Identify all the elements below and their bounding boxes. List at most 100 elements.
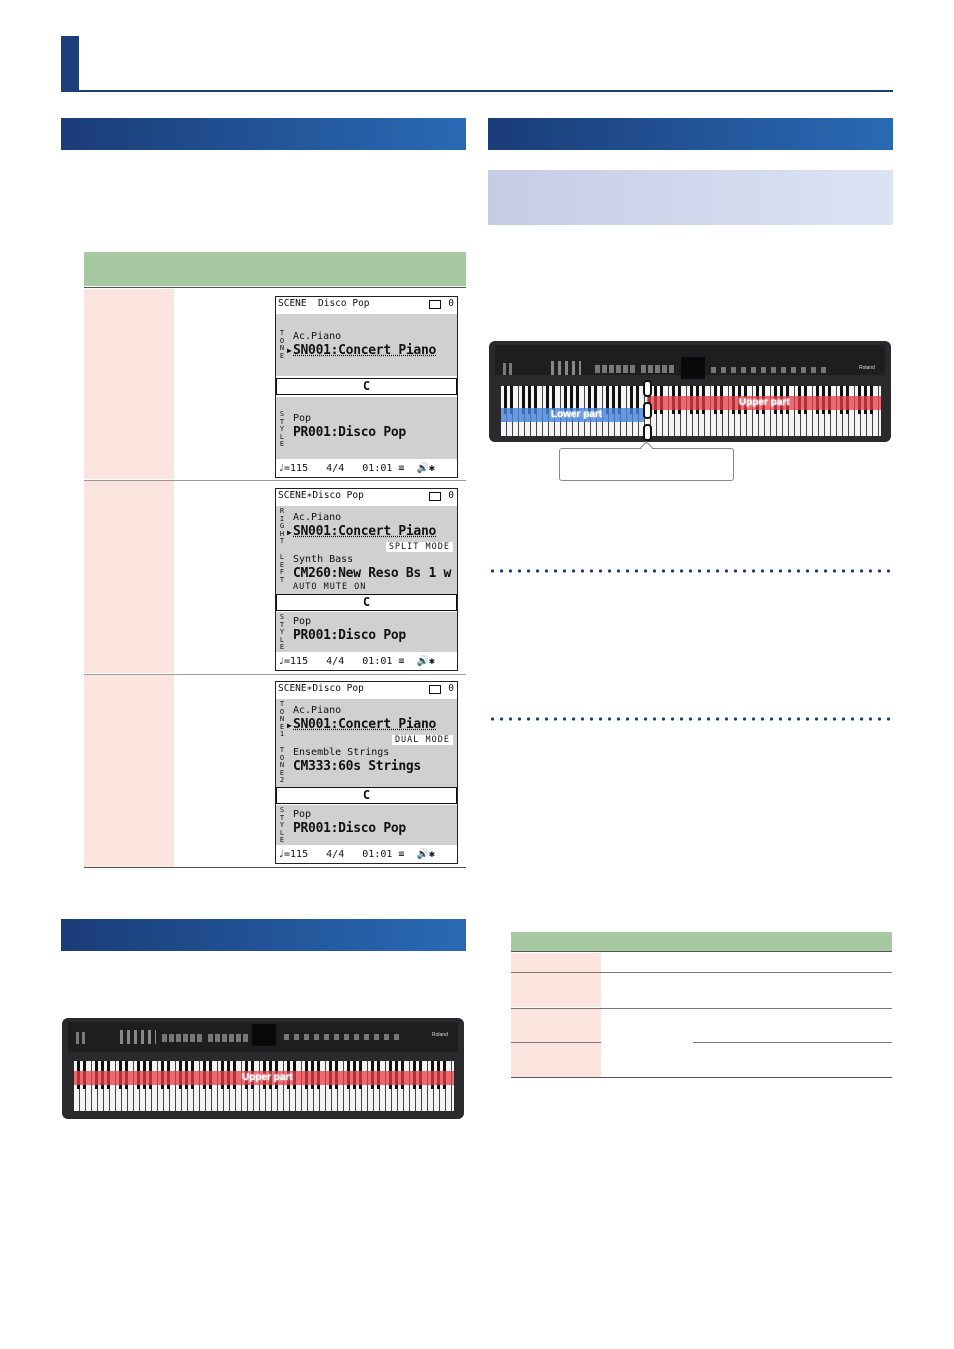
auto-mute-status: AUTO MUTE ON	[293, 582, 367, 592]
scene-count: 0	[448, 683, 454, 694]
display-icon	[681, 357, 705, 379]
keyboard-split-image: Roland Lower part Upper part	[489, 341, 891, 442]
split-point-marker	[643, 402, 652, 419]
table-cell-row-3	[84, 675, 174, 867]
right-tone-name: SN001:Concert Piano	[293, 524, 437, 539]
style-label: STYLE	[279, 613, 285, 651]
style-name: PR001:Disco Pop	[293, 425, 406, 440]
section-header-left-2	[61, 919, 466, 951]
table-rule	[84, 480, 466, 481]
tone-label: TONE	[279, 329, 285, 360]
section-header-right-1	[488, 118, 893, 150]
dotted-divider	[488, 717, 893, 721]
tone2-name: CM333:60s Strings	[293, 759, 421, 774]
keyboard-icon	[429, 492, 441, 501]
table-rule	[84, 287, 466, 288]
tone2-label: TONE2	[279, 746, 285, 784]
chord-key: C	[276, 594, 457, 611]
keyboard-whole-image: Roland Upper part	[62, 1018, 464, 1119]
upper-zone-label: Upper part	[739, 397, 790, 408]
keyboard-icon	[429, 685, 441, 694]
slider-icon	[503, 363, 506, 375]
title-marker	[61, 36, 79, 91]
upper-zone-highlight	[647, 396, 881, 410]
style-name: PR001:Disco Pop	[293, 821, 406, 836]
tone-panel: TONE Ac.Piano ▶ SN001:Concert Piano	[276, 314, 457, 376]
table-cell-row-4	[511, 1043, 601, 1077]
slider-icon	[509, 363, 512, 375]
slider-icon	[82, 1032, 85, 1044]
brand-logo: Roland	[859, 365, 875, 371]
cursor-arrow-icon: ▶	[287, 528, 292, 537]
title-rule	[61, 90, 893, 92]
tone-panel: RIGHT Ac.Piano ▶ SN001:Concert Piano SPL…	[276, 506, 457, 594]
table-cell-row-3	[511, 1009, 601, 1042]
scene-name: SCENE∗Disco Pop	[278, 683, 364, 694]
table-rule	[511, 1042, 601, 1043]
tone-category: Ac.Piano	[293, 331, 342, 342]
style-panel: STYLE Pop PR001:Disco Pop	[276, 805, 457, 845]
style-label: STYLE	[279, 410, 285, 448]
cursor-arrow-icon: ▶	[287, 346, 292, 355]
style-name: PR001:Disco Pop	[293, 628, 406, 643]
keyboard-icon	[429, 300, 441, 309]
tone1-category: Ac.Piano	[293, 705, 342, 716]
control-panel: Roland	[495, 345, 885, 379]
button-group-icon	[711, 367, 831, 373]
dual-mode-label: DUAL MODE	[391, 735, 453, 745]
dotted-divider	[488, 569, 893, 573]
style-category: Pop	[293, 809, 312, 820]
scene-name: SCENE Disco Pop	[278, 298, 370, 309]
tone1-label: TONE1	[279, 700, 285, 738]
control-panel: Roland	[68, 1022, 458, 1052]
split-mode-label: SPLIT MODE	[385, 542, 453, 552]
table-rule	[511, 972, 892, 973]
style-panel: STYLE Pop PR001:Disco Pop	[276, 612, 457, 652]
piano-keys: Upper part	[74, 1061, 454, 1111]
lower-zone-label: Lower part	[551, 409, 603, 420]
button-group-icon	[551, 361, 581, 375]
brand-logo: Roland	[432, 1032, 448, 1038]
right-label: RIGHT	[279, 507, 285, 545]
slider-icon	[76, 1032, 79, 1044]
status-row: ♩=115 4/4 01:01 ≡ 🔊✱	[278, 656, 435, 667]
table-header	[84, 252, 466, 286]
left-tone-category: Synth Bass	[293, 554, 354, 565]
table-rule	[84, 674, 466, 675]
left-tone-name: CM260:New Reso Bs 1 w	[293, 566, 452, 581]
lcd-screen-dual: SCENE∗Disco Pop 0 TONE1 Ac.Piano ▶ SN001…	[275, 681, 458, 864]
lcd-screen-split: SCENE∗Disco Pop 0 RIGHT Ac.Piano ▶ SN001…	[275, 488, 458, 671]
display-icon	[252, 1024, 276, 1046]
scene-count: 0	[448, 298, 454, 309]
table-cell-row-1	[511, 953, 601, 972]
button-group-icon	[162, 1034, 202, 1042]
table-cell-row-2	[511, 973, 601, 1007]
subsection-header	[488, 170, 893, 225]
upper-zone-label: Upper part	[242, 1072, 293, 1083]
button-group-icon	[641, 365, 675, 373]
table-rule	[511, 951, 892, 952]
tone2-category: Ensemble Strings	[293, 747, 390, 758]
piano-keys: Lower part Upper part	[501, 386, 881, 436]
table-rule	[511, 1008, 892, 1009]
scene-name: SCENE∗Disco Pop	[278, 490, 364, 501]
button-group-icon	[595, 365, 635, 373]
tone-panel: TONE1 Ac.Piano ▶ SN001:Concert Piano DUA…	[276, 699, 457, 787]
style-category: Pop	[293, 616, 312, 627]
split-point-marker	[643, 424, 652, 441]
style-category: Pop	[293, 413, 312, 424]
table-cell-row-2	[84, 481, 174, 673]
table-rule	[84, 867, 466, 868]
left-label: LEFT	[279, 553, 285, 584]
cursor-arrow-icon: ▶	[287, 721, 292, 730]
section-header-left-1	[61, 118, 466, 150]
status-row: ♩=115 4/4 01:01 ≡ 🔊✱	[278, 463, 435, 474]
tone-name: SN001:Concert Piano	[293, 343, 437, 358]
upper-zone-highlight	[74, 1071, 454, 1085]
tone1-name: SN001:Concert Piano	[293, 717, 437, 732]
lcd-screen-single: SCENE Disco Pop 0 TONE Ac.Piano ▶ SN001:…	[275, 296, 458, 478]
button-group-icon	[120, 1030, 156, 1044]
style-panel: STYLE Pop PR001:Disco Pop	[276, 397, 457, 459]
scene-count: 0	[448, 490, 454, 501]
split-point-marker	[643, 380, 652, 397]
